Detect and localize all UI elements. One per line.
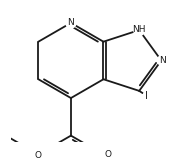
Text: N: N [68,18,74,27]
Circle shape [99,150,108,159]
Text: O: O [104,150,111,159]
Text: N: N [160,56,166,65]
Text: I: I [145,91,148,101]
Text: NH: NH [132,25,146,34]
Circle shape [34,150,43,159]
Circle shape [66,18,76,28]
Text: O: O [34,151,41,159]
Circle shape [143,92,151,100]
Circle shape [134,25,145,36]
Circle shape [157,56,166,65]
